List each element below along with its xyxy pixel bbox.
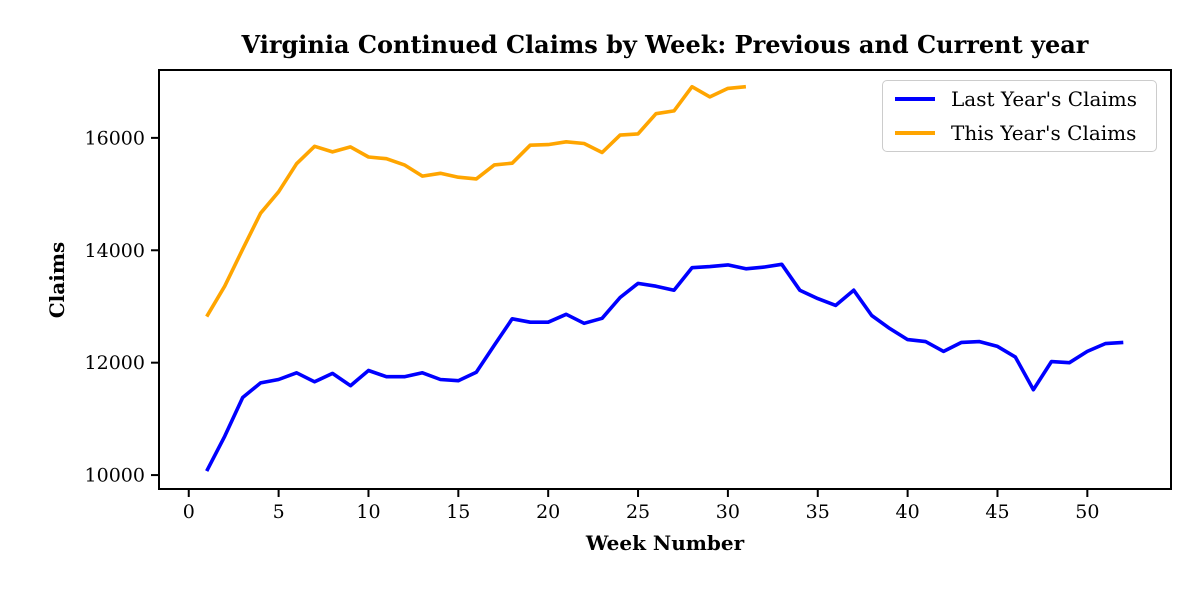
legend-item-label: Last Year's Claims (951, 87, 1138, 111)
legend-line-sample (895, 97, 935, 101)
x-tick-label: 40 (896, 501, 920, 523)
y-tick-label: 10000 (85, 465, 145, 487)
x-tick-label: 50 (1075, 501, 1099, 523)
x-tick-label: 15 (446, 501, 470, 523)
x-axis-label: Week Number (585, 531, 745, 555)
y-tick-label: 16000 (85, 127, 145, 149)
series-line-last-year (205, 262, 1124, 472)
x-tick-label: 10 (356, 501, 380, 523)
chart-title: Virginia Continued Claims by Week: Previ… (241, 30, 1089, 59)
legend-line-sample (895, 131, 935, 135)
x-tick-label: 35 (806, 501, 830, 523)
y-tick-label: 14000 (85, 240, 145, 262)
plot-border (158, 69, 1172, 490)
y-tick-label: 12000 (85, 352, 145, 374)
x-tick-label: 20 (536, 501, 560, 523)
x-tick-label: 5 (273, 501, 285, 523)
x-tick-label: 45 (985, 501, 1009, 523)
legend-item: Last Year's Claims (895, 87, 1156, 111)
legend-item: This Year's Claims (895, 121, 1156, 145)
legend: Last Year's Claims This Year's Claims (882, 80, 1157, 152)
x-tick-label: 0 (183, 501, 195, 523)
x-tick-label: 30 (716, 501, 740, 523)
legend-item-label: This Year's Claims (951, 121, 1137, 145)
x-tick-label: 25 (626, 501, 650, 523)
series-line-this-year (205, 84, 747, 318)
